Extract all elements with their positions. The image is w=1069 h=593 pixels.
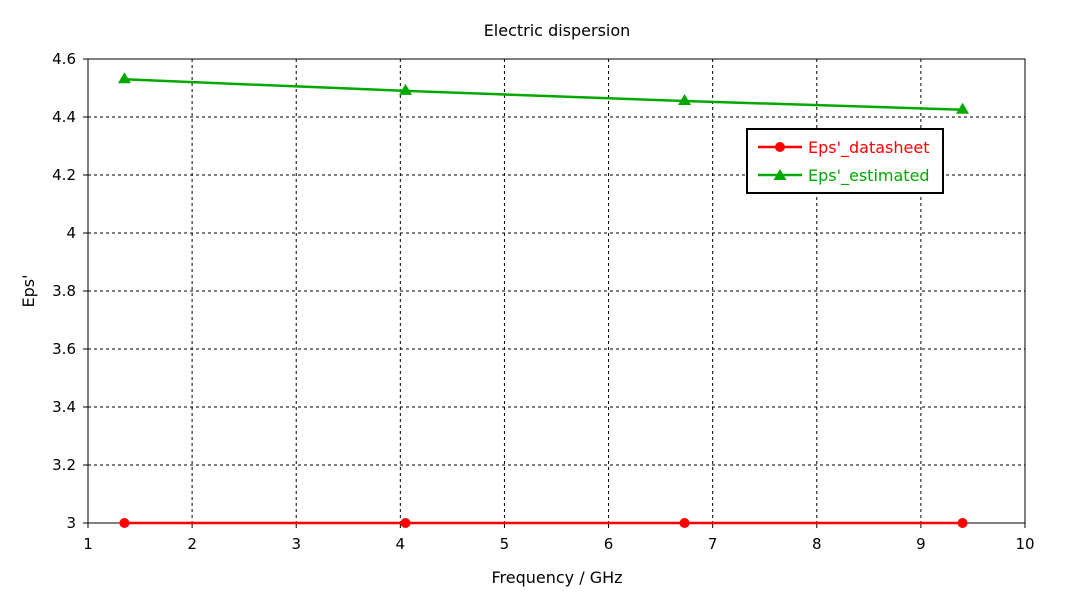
x-tick-label: 1 bbox=[83, 535, 93, 553]
series-line-1 bbox=[124, 78, 963, 111]
data-point bbox=[678, 94, 692, 106]
legend-marker-datasheet bbox=[775, 142, 785, 152]
data-point bbox=[679, 518, 690, 528]
data-point bbox=[117, 72, 131, 84]
data-point bbox=[119, 518, 130, 528]
y-tick-label: 3.2 bbox=[52, 456, 76, 474]
data-point bbox=[399, 83, 413, 95]
y-tick-label: 3 bbox=[66, 514, 76, 532]
y-axis-label: Eps' bbox=[19, 275, 38, 308]
data-point bbox=[400, 518, 411, 528]
legend-box bbox=[746, 128, 944, 194]
y-tick-label: 3.6 bbox=[52, 340, 76, 358]
legend-marker-estimated bbox=[773, 169, 787, 180]
legend: Eps'_datasheet Eps'_estimated bbox=[746, 128, 944, 194]
y-tick-label: 3.4 bbox=[52, 398, 76, 416]
y-tick-label: 4.6 bbox=[52, 50, 76, 68]
y-tick-label: 3.8 bbox=[52, 282, 76, 300]
series bbox=[117, 72, 970, 528]
x-tick-label: 6 bbox=[604, 535, 614, 553]
chart-title: Electric dispersion bbox=[484, 21, 631, 40]
y-tick-label: 4.4 bbox=[52, 108, 76, 126]
y-tick-label: 4.2 bbox=[52, 166, 76, 184]
x-tick-label: 3 bbox=[291, 535, 301, 553]
legend-label-datasheet: Eps'_datasheet bbox=[808, 138, 929, 158]
data-point bbox=[957, 518, 968, 528]
y-tick-label: 4 bbox=[66, 224, 76, 242]
data-point bbox=[956, 102, 970, 114]
x-tick-label: 4 bbox=[396, 535, 406, 553]
x-tick-label: 10 bbox=[1015, 535, 1034, 553]
legend-label-estimated: Eps'_estimated bbox=[808, 166, 930, 186]
axis-ticks: 1 2 3 4 5 6 7 8 9 10 3 3.2 3.4 3.6 3.8 4 4.2 4.4 4.6 bbox=[52, 50, 1034, 553]
x-tick-label: 7 bbox=[708, 535, 718, 553]
x-tick-label: 8 bbox=[812, 535, 822, 553]
x-tick-label: 2 bbox=[187, 535, 197, 553]
x-tick-label: 5 bbox=[500, 535, 510, 553]
x-tick-label: 9 bbox=[916, 535, 926, 553]
x-axis-label: Frequency / GHz bbox=[491, 568, 622, 587]
